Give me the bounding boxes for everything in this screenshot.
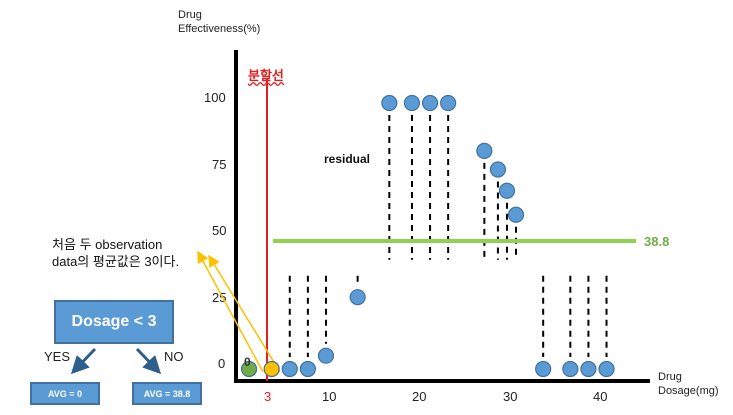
x-axis-title-line1: Drug (658, 371, 682, 383)
data-point (317, 347, 335, 364)
y-tick-label: 0 (218, 356, 226, 371)
data-point (349, 289, 366, 306)
data-point (381, 94, 398, 112)
tree-no-label: NO (164, 349, 184, 364)
annotation-line1: 처음 두 observation (52, 237, 163, 252)
y-axis-title-line1: Drug (178, 9, 202, 21)
data-point-highlighted (263, 360, 280, 378)
x-axis-title: Drug Dosage(mg) (658, 370, 719, 398)
tree-left-leaf: AVG = 0 (30, 382, 100, 405)
split-line-label: 분할선 (248, 68, 284, 83)
data-point (403, 94, 421, 112)
data-point (281, 360, 298, 378)
x-tick-label: 20 (412, 389, 427, 404)
tree-right-leaf: AVG = 38.8 (132, 382, 202, 405)
tree-no-arrow (135, 347, 162, 375)
x-axis-title-line2: Dosage(mg) (658, 385, 719, 397)
annotation-arrow-2 (208, 254, 281, 373)
tree-yes-label: YES (44, 349, 71, 364)
annotation-text: 처음 두 observation data의 평균값은 3이다. (52, 236, 179, 270)
data-point (562, 360, 579, 378)
data-point (421, 94, 439, 112)
y-axis-title: Drug Effectiveness(%) (178, 8, 260, 36)
y-axis-title-line2: Effectiveness(%) (178, 23, 261, 35)
left-mean-label: 0 (244, 355, 251, 369)
residual-label: residual (324, 152, 371, 166)
data-point (535, 360, 552, 378)
tree-root-node: Dosage < 3 (54, 300, 174, 344)
data-point (507, 206, 525, 223)
y-tick-label: 75 (212, 157, 227, 172)
data-point-green (240, 360, 258, 378)
data-point (489, 161, 507, 178)
x-tick-label: 40 (593, 389, 608, 404)
data-point (299, 360, 316, 378)
y-tick-label: 25 (212, 290, 227, 305)
x-tick-label: 30 (503, 389, 518, 404)
data-point (440, 94, 457, 112)
data-point (498, 182, 516, 199)
tree-yes-arrow (70, 347, 97, 375)
data-point (476, 142, 493, 159)
x-tick-label: 10 (322, 389, 337, 404)
annotation-line2: data의 평균값은 3이다. (52, 254, 180, 269)
y-tick-label: 50 (212, 223, 227, 238)
annotation-arrow-1 (197, 250, 264, 373)
data-point (580, 360, 597, 378)
data-point (598, 360, 615, 378)
mean-value-label: 38.8 (644, 234, 670, 249)
x-tick-label-split: 3 (264, 389, 272, 404)
y-tick-label: 100 (204, 90, 226, 105)
